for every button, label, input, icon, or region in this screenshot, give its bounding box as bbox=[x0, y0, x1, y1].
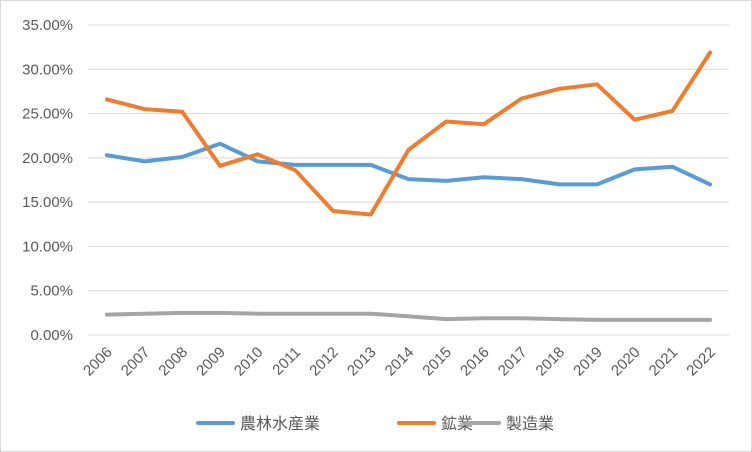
x-tick-label: 2017 bbox=[495, 344, 531, 380]
gridlines bbox=[88, 24, 729, 336]
x-tick-label: 2006 bbox=[80, 344, 116, 380]
x-tick-label: 2010 bbox=[231, 344, 267, 380]
x-tick-label: 2018 bbox=[533, 344, 569, 380]
x-tick-label: 2022 bbox=[683, 344, 719, 380]
y-tick-label: 25.00% bbox=[22, 106, 73, 123]
x-tick-label: 2020 bbox=[608, 344, 644, 380]
x-axis-labels: 2006 2007 2008 2009 2010 2011 2012 2013 2014 2015… bbox=[80, 344, 719, 380]
x-tick-label: 2007 bbox=[118, 344, 154, 380]
y-axis-labels: 0.00% 5.00% 10.00% 15.00% 20.00% 25.00% 30.00%… bbox=[22, 17, 73, 344]
x-tick-label: 2008 bbox=[155, 344, 191, 380]
x-tick-label: 2013 bbox=[344, 344, 380, 380]
series-line bbox=[104, 50, 713, 217]
x-tick-label: 2016 bbox=[457, 344, 493, 380]
legend: 農林水産業 鉱業 製造業 bbox=[196, 414, 554, 433]
y-tick-label: 0.00% bbox=[30, 327, 73, 344]
x-tick-label: 2012 bbox=[306, 344, 342, 380]
y-tick-label: 10.00% bbox=[22, 238, 73, 255]
y-tick-label: 35.00% bbox=[22, 17, 73, 34]
series-lines bbox=[104, 50, 713, 322]
y-tick-label: 30.00% bbox=[22, 61, 73, 78]
y-tick-label: 15.00% bbox=[22, 194, 73, 211]
x-tick-label: 2021 bbox=[646, 344, 682, 380]
legend-label: 農林水産業 bbox=[240, 414, 320, 433]
x-tick-label: 2014 bbox=[382, 344, 418, 380]
x-tick-label: 2019 bbox=[570, 344, 606, 380]
legend-label: 製造業 bbox=[506, 414, 554, 433]
y-tick-label: 5.00% bbox=[30, 283, 73, 300]
y-tick-label: 20.00% bbox=[22, 150, 73, 167]
series-line bbox=[104, 310, 713, 322]
x-tick-label: 2015 bbox=[419, 344, 455, 380]
x-tick-label: 2009 bbox=[193, 344, 229, 380]
x-tick-label: 2011 bbox=[269, 344, 304, 379]
legend-label: 鉱業 bbox=[441, 414, 473, 433]
